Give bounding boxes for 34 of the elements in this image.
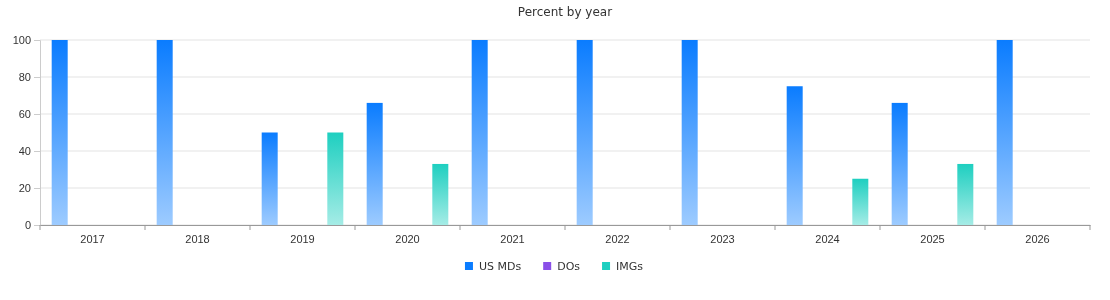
x-tick-label: 2021: [500, 232, 525, 245]
bar: [51, 40, 68, 225]
y-tick-label: 40: [18, 145, 31, 158]
bar: [681, 40, 698, 225]
y-tick-label: 80: [18, 71, 31, 84]
legend-label: US MDs: [478, 260, 522, 273]
x-tick-label: 2026: [1025, 232, 1050, 245]
bar: [576, 40, 593, 225]
bar: [996, 40, 1013, 225]
x-tick-label: 2020: [395, 232, 420, 245]
y-tick-label: 20: [18, 182, 31, 195]
x-tick-label: 2018: [185, 232, 210, 245]
x-tick-label: 2017: [80, 232, 105, 245]
y-tick-label: 0: [24, 219, 31, 232]
bar: [432, 163, 449, 225]
bar: [891, 102, 908, 225]
legend-label: DOs: [557, 260, 581, 273]
bar: [852, 178, 869, 225]
x-tick-label: 2025: [920, 232, 945, 245]
bar: [786, 86, 803, 225]
bar: [957, 163, 974, 225]
x-tick-label: 2023: [710, 232, 735, 245]
bar: [156, 40, 173, 225]
legend-label: IMGs: [616, 260, 644, 273]
y-tick-label: 60: [18, 108, 31, 121]
bar: [327, 132, 344, 225]
bar: [261, 132, 278, 225]
x-tick-label: 2019: [290, 232, 315, 245]
x-tick-label: 2024: [815, 232, 840, 245]
x-tick-label: 2022: [605, 232, 630, 245]
bar: [471, 40, 488, 225]
chart-title: Percent by year: [517, 5, 613, 19]
bar: [366, 102, 383, 225]
y-tick-label: 100: [12, 34, 31, 47]
